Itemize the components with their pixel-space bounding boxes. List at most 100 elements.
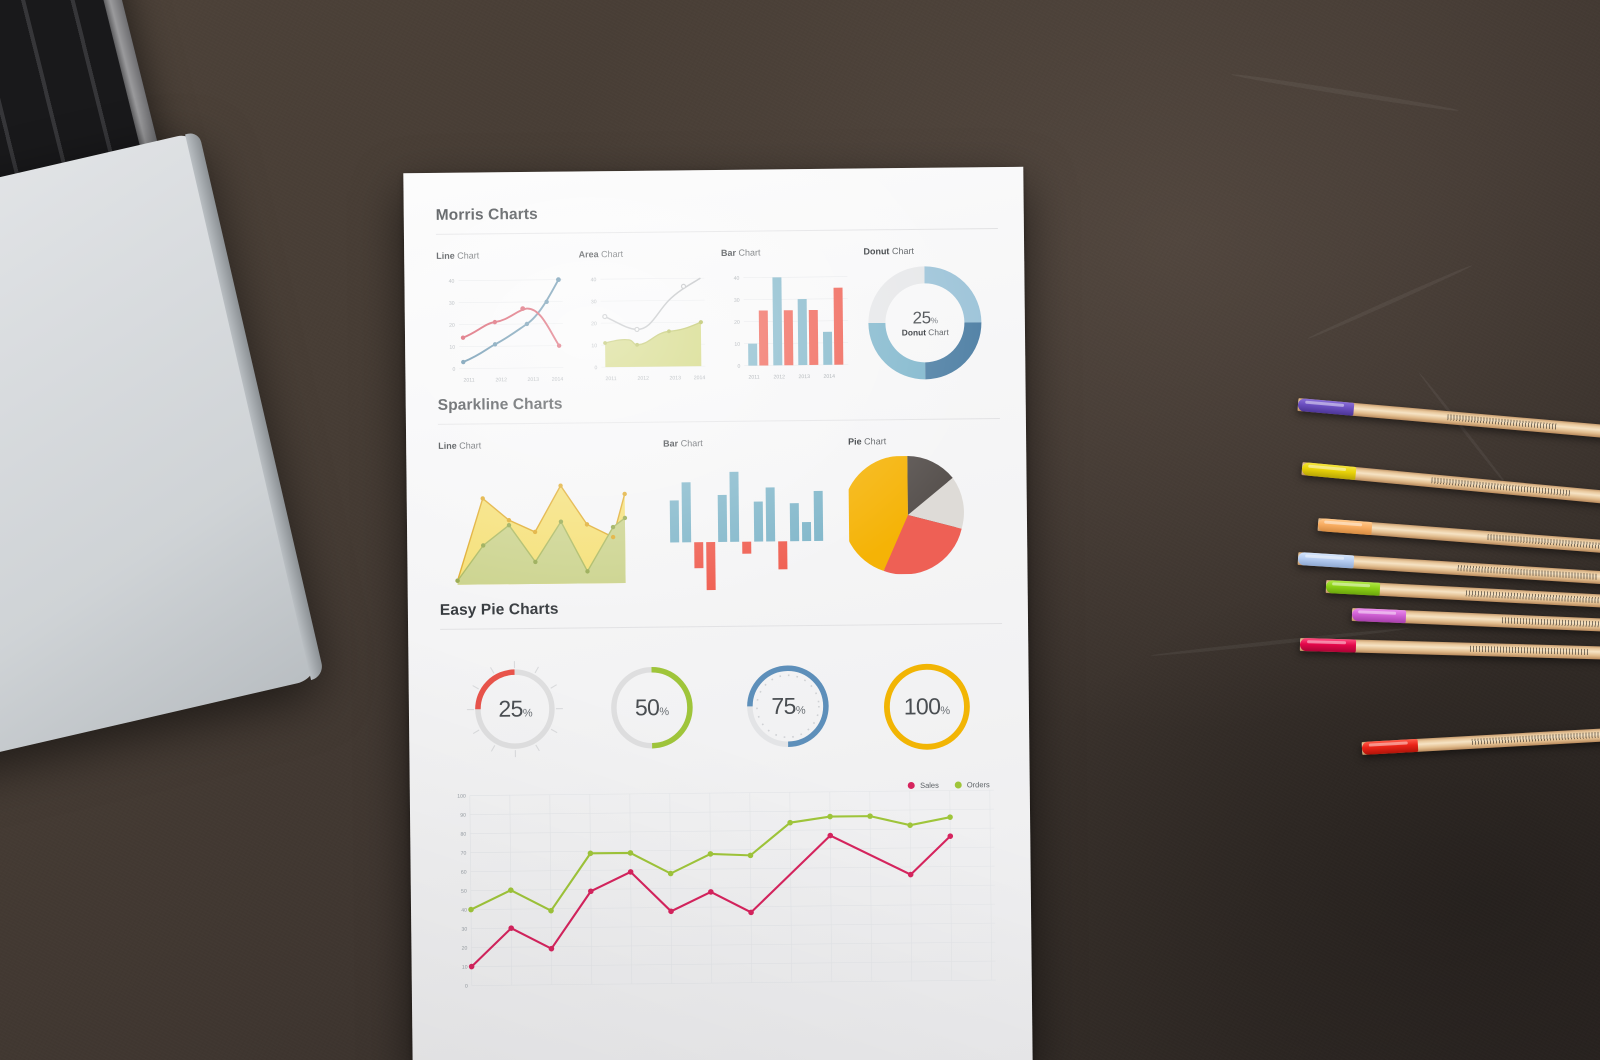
svg-text:70: 70 xyxy=(461,851,467,857)
svg-text:0: 0 xyxy=(452,367,455,373)
pencil-red xyxy=(1361,721,1600,755)
easy-pie-75: 75% xyxy=(738,656,839,757)
svg-text:2011: 2011 xyxy=(463,378,474,384)
dotted-inner-ring xyxy=(756,674,820,739)
svg-text:2013: 2013 xyxy=(527,377,539,383)
donut-segment-2 xyxy=(868,266,982,380)
section-divider xyxy=(437,418,1000,425)
svg-text:2012: 2012 xyxy=(638,376,650,382)
easy-pie-75-label: 75% xyxy=(771,692,806,719)
svg-text:30: 30 xyxy=(591,299,597,305)
easy-pie-50: 50% xyxy=(601,657,702,758)
svg-text:0: 0 xyxy=(595,365,598,371)
svg-text:30: 30 xyxy=(461,927,467,933)
easy-pie-value-arc xyxy=(747,665,829,748)
bottom-line-svg: 100 90 80 70 60 50 40 30 20 10 0 xyxy=(457,789,996,990)
sparkline-bars xyxy=(669,471,824,591)
pencil-cap-light-blue xyxy=(1297,552,1355,569)
chart-sparkline-pie: Pie Chart xyxy=(848,435,1000,594)
section-title-morris: Morris Charts xyxy=(435,205,538,224)
svg-text:0: 0 xyxy=(465,984,468,990)
pencil-cap-purple xyxy=(1297,398,1355,416)
series-orders-points xyxy=(468,813,953,914)
easy-pie-100-svg xyxy=(883,663,970,750)
donut-center-label: 25% Donut Chart xyxy=(864,308,986,338)
svg-text:10: 10 xyxy=(734,342,740,348)
chart-title-donut: Donut Chart xyxy=(863,245,914,257)
desk-scratch xyxy=(1306,263,1474,341)
pie-slices xyxy=(848,455,964,575)
svg-text:40: 40 xyxy=(591,277,597,283)
pencil-crimson xyxy=(1299,638,1600,663)
svg-text:2014: 2014 xyxy=(823,374,835,380)
chart-title-area: Area Chart xyxy=(578,248,624,260)
svg-text:2014: 2014 xyxy=(694,375,706,381)
legend-dot-orders xyxy=(954,781,962,789)
easy-pie-50-label: 50% xyxy=(634,694,669,721)
donut-segment-4 xyxy=(868,266,982,380)
pencil-purple xyxy=(1297,398,1600,448)
section-title-easy-pie: Easy Pie Charts xyxy=(439,600,559,619)
chart-legend: Sales Orders xyxy=(908,780,990,790)
svg-text:60: 60 xyxy=(461,870,467,876)
sparkline-line-svg xyxy=(455,483,628,585)
svg-text:20: 20 xyxy=(734,320,740,326)
pencil-cap-orange xyxy=(1317,518,1373,536)
svg-text:20: 20 xyxy=(462,946,468,952)
easy-pie-100: 100% xyxy=(874,654,979,759)
svg-text:30: 30 xyxy=(449,301,455,307)
svg-text:20: 20 xyxy=(449,323,455,329)
laptop-base-edge xyxy=(185,131,325,681)
chart-sparkline-bar: Bar Chart xyxy=(663,437,850,596)
svg-text:2012: 2012 xyxy=(773,374,785,380)
chart-morris-bar: Bar Chart 40 30 20 10 0 2011 xyxy=(721,246,865,385)
laptop-keyboard: 🔈 F11 🔊 F12 ⏏ _ - + = xyxy=(0,185,149,623)
svg-text:100: 100 xyxy=(457,794,466,800)
sparkline-pie-svg xyxy=(848,455,964,575)
donut-svg xyxy=(868,266,982,380)
series-sales-points xyxy=(468,832,954,970)
svg-text:2011: 2011 xyxy=(748,375,759,381)
pencil-cap-green xyxy=(1325,580,1381,596)
svg-text:10: 10 xyxy=(449,345,455,351)
morris-area-svg: 40 30 20 10 0 2011 2012 2013 2014 xyxy=(591,277,706,382)
svg-text:50: 50 xyxy=(461,889,467,895)
pencil-yellow xyxy=(1301,462,1600,515)
section-title-sparkline: Sparkline Charts xyxy=(437,395,563,414)
easy-pie-25-svg xyxy=(467,661,564,758)
printed-report-page: Morris Charts Line Chart xyxy=(403,166,1033,1060)
chart-title-bar: Bar Chart xyxy=(720,247,761,258)
chart-sparkline-line: Line Chart xyxy=(438,439,665,598)
easy-pie-75-svg xyxy=(747,665,829,748)
bottom-chart-yticks: 100 90 80 70 60 50 40 30 20 10 0 xyxy=(457,794,468,990)
legend-label-orders: Orders xyxy=(966,780,990,790)
easy-pie-100-label: 100% xyxy=(903,693,950,720)
donut-sublabel: Donut Chart xyxy=(901,327,949,338)
svg-text:80: 80 xyxy=(460,832,466,838)
chart-bottom-line: Sales Orders xyxy=(442,780,1006,1008)
chart-title-sparkline-bar: Bar Chart xyxy=(663,438,703,449)
section-divider xyxy=(435,228,998,235)
pencil-cap-orchid xyxy=(1351,608,1407,624)
chart-title-line: Line Chart xyxy=(436,250,480,261)
morris-bar-svg: 40 30 20 10 0 2011 2012 2013 2014 xyxy=(733,276,849,381)
svg-text:20: 20 xyxy=(592,321,598,327)
svg-text:2013: 2013 xyxy=(670,375,682,381)
svg-text:90: 90 xyxy=(460,813,466,819)
svg-text:0: 0 xyxy=(737,364,740,370)
pencil-cap-crimson xyxy=(1299,638,1357,653)
svg-text:2013: 2013 xyxy=(798,374,810,380)
legend-item-sales[interactable]: Sales xyxy=(908,781,939,790)
morris-line-svg: 40 30 20 10 0 2011 2012 2013 2014 xyxy=(449,277,564,384)
svg-text:40: 40 xyxy=(449,279,455,285)
chart-title-sparkline-pie: Pie Chart xyxy=(848,436,887,447)
chart-title-sparkline-line: Line Chart xyxy=(438,440,482,451)
svg-text:2014: 2014 xyxy=(552,377,564,383)
easy-pie-track xyxy=(475,669,555,749)
section-divider xyxy=(440,623,1003,630)
svg-text:10: 10 xyxy=(462,965,468,971)
donut-segment-3 xyxy=(868,266,982,380)
easy-pie-25: 25% xyxy=(465,659,566,760)
legend-item-orders[interactable]: Orders xyxy=(954,780,990,790)
